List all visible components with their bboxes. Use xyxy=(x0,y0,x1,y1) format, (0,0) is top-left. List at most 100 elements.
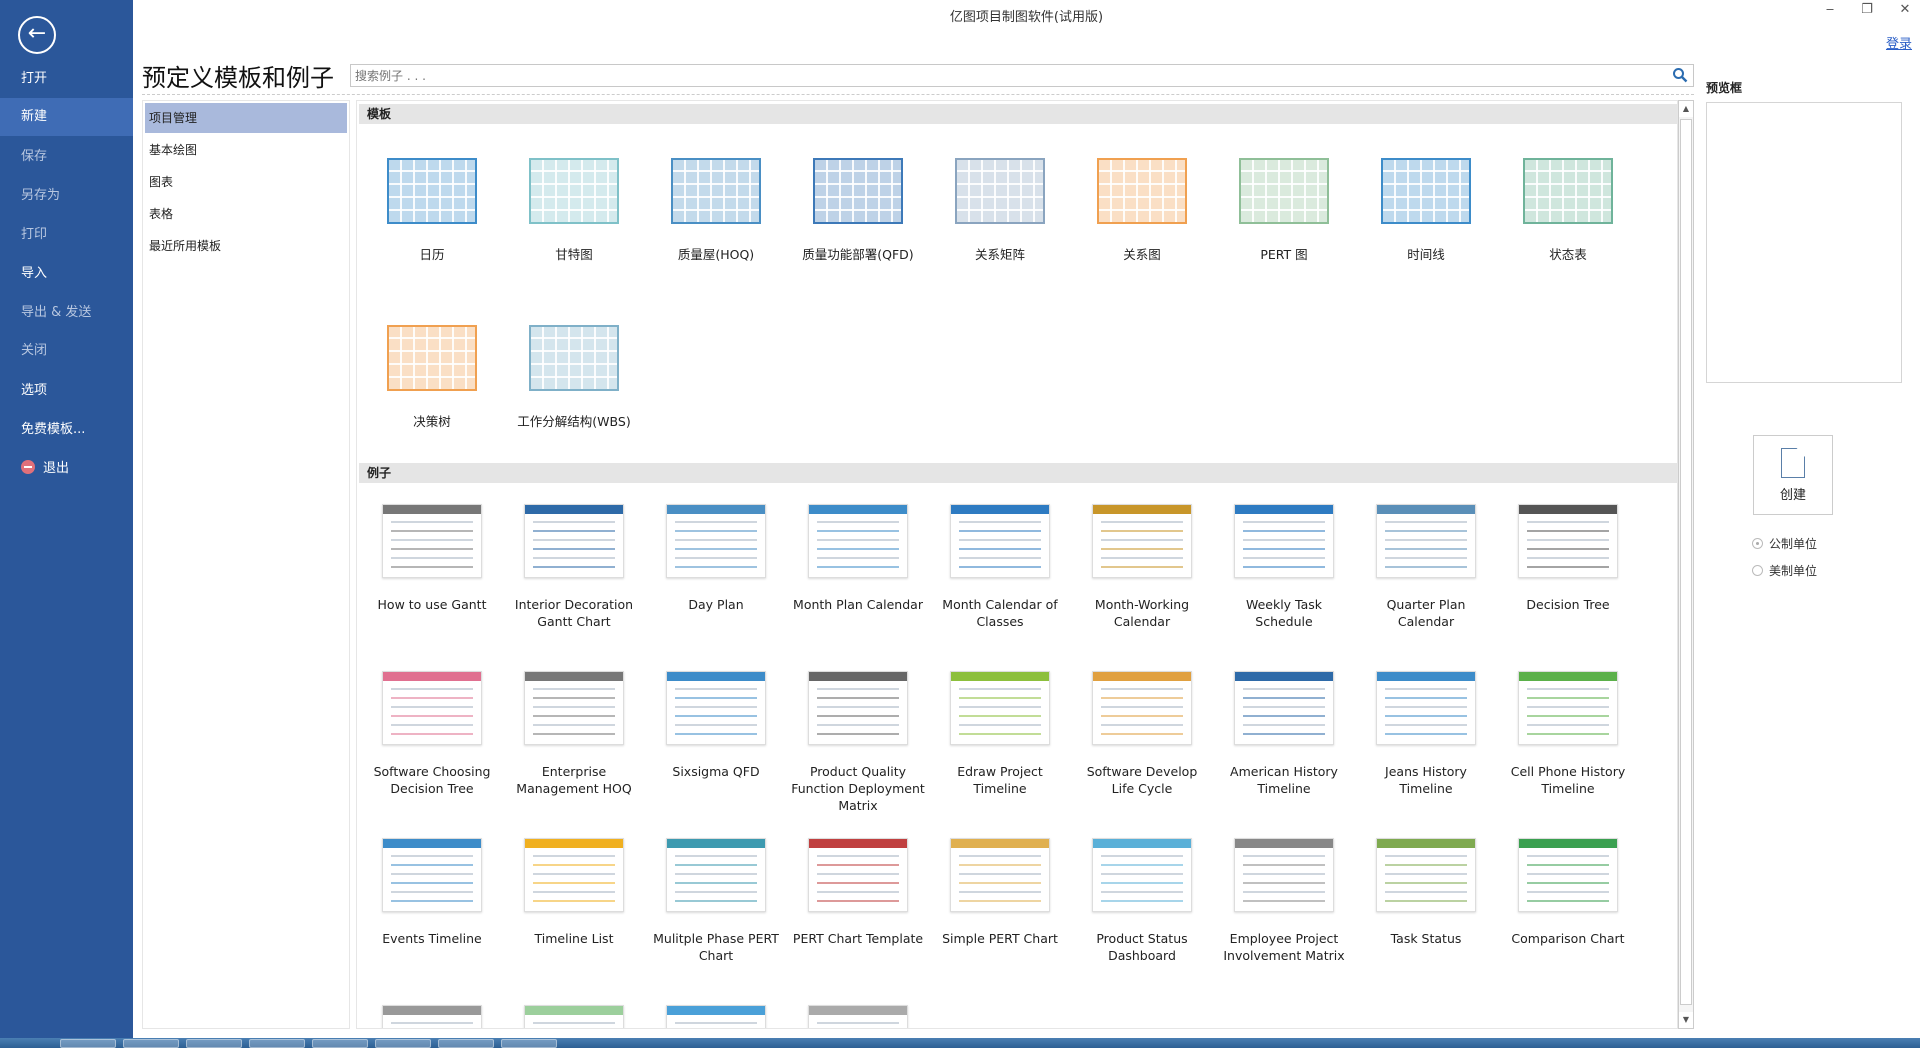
example-item[interactable] xyxy=(787,987,929,1028)
thumbnail-header xyxy=(1235,672,1333,681)
example-item[interactable]: Comparison Chart xyxy=(1497,820,1639,947)
sidebar-item[interactable]: 选项 xyxy=(0,372,133,410)
scrollbar-thumb[interactable] xyxy=(1680,119,1692,1005)
close-button[interactable]: ✕ xyxy=(1899,2,1911,17)
example-item[interactable]: Product Status Dashboard xyxy=(1071,820,1213,964)
category-item[interactable]: 最近所用模板 xyxy=(149,239,222,253)
thumbnail-line xyxy=(391,688,473,690)
example-item[interactable]: Product Quality Function Deployment Matr… xyxy=(787,653,929,814)
category-item[interactable]: 表格 xyxy=(149,207,174,221)
example-item[interactable]: Weekly Task Schedule xyxy=(1213,486,1355,630)
example-item[interactable]: Events Timeline xyxy=(361,820,503,947)
thumbnail-line xyxy=(1527,900,1609,902)
template-item[interactable]: 决策树 xyxy=(361,303,503,430)
radio-us-units[interactable]: 美制单位 xyxy=(1752,562,1817,579)
template-item[interactable]: 甘特图 xyxy=(503,136,645,263)
template-item[interactable]: PERT 图 xyxy=(1213,136,1355,263)
thumbnail-image xyxy=(1518,838,1618,912)
template-item[interactable]: 工作分解结构(WBS) xyxy=(503,303,645,430)
login-link[interactable]: 登录 xyxy=(1885,37,1912,52)
scroll-up-icon[interactable]: ▲ xyxy=(1679,101,1693,117)
sidebar-item[interactable]: 退出 xyxy=(0,450,133,488)
thumbnail-image xyxy=(1376,671,1476,745)
example-item[interactable]: Simple PERT Chart xyxy=(929,820,1071,947)
thumbnail-image xyxy=(950,838,1050,912)
minimize-button[interactable]: ‒ xyxy=(1825,2,1835,17)
category-item[interactable]: 项目管理 xyxy=(145,103,347,133)
template-item[interactable]: 日历 xyxy=(361,136,503,263)
thumbnail-line xyxy=(1527,706,1609,708)
example-item[interactable]: Edraw Project Timeline xyxy=(929,653,1071,797)
sidebar-item[interactable]: 导入 xyxy=(0,255,133,293)
example-item[interactable]: Software Develop Life Cycle xyxy=(1071,653,1213,797)
category-list: 项目管理基本绘图图表表格最近所用模板 xyxy=(142,100,350,1029)
taskbar-app-button[interactable] xyxy=(60,1039,116,1048)
category-item[interactable]: 图表 xyxy=(149,175,174,189)
taskbar-app-button[interactable] xyxy=(375,1039,431,1048)
sidebar-item[interactable]: 另存为 xyxy=(0,177,133,215)
sidebar-item[interactable]: 免费模板... xyxy=(0,411,133,449)
example-item[interactable]: Decision Tree xyxy=(1497,486,1639,613)
template-item[interactable]: 时间线 xyxy=(1355,136,1497,263)
example-item[interactable]: Timeline List xyxy=(503,820,645,947)
example-item[interactable] xyxy=(645,987,787,1028)
template-item[interactable]: 状态表 xyxy=(1497,136,1639,263)
thumbnail-header xyxy=(383,672,481,681)
back-button[interactable]: ← xyxy=(18,16,56,54)
taskbar-app-button[interactable] xyxy=(249,1039,305,1048)
thumbnail-wrapper xyxy=(645,820,787,930)
sidebar-item[interactable]: 关闭 xyxy=(0,332,133,370)
example-item[interactable] xyxy=(503,987,645,1028)
example-item[interactable]: Day Plan xyxy=(645,486,787,613)
example-item[interactable] xyxy=(361,987,503,1028)
taskbar-app-button[interactable] xyxy=(312,1039,368,1048)
example-item[interactable]: Sixsigma QFD xyxy=(645,653,787,780)
item-label: 状态表 xyxy=(1549,247,1587,262)
sidebar-item[interactable]: 打开 xyxy=(0,60,133,98)
example-item[interactable]: Month-Working Calendar xyxy=(1071,486,1213,630)
taskbar-app-button[interactable] xyxy=(501,1039,557,1048)
sidebar-item[interactable]: 打印 xyxy=(0,216,133,254)
example-item[interactable]: Software Choosing Decision Tree xyxy=(361,653,503,797)
search-input[interactable] xyxy=(350,64,1694,87)
scroll-down-icon[interactable]: ▼ xyxy=(1679,1012,1693,1028)
thumbnail-line xyxy=(391,697,473,699)
thumbnail-line xyxy=(959,566,1041,568)
restore-button[interactable]: ❐ xyxy=(1861,2,1873,17)
taskbar-app-button[interactable] xyxy=(186,1039,242,1048)
example-item[interactable]: Quarter Plan Calendar xyxy=(1355,486,1497,630)
example-item[interactable]: PERT Chart Template xyxy=(787,820,929,947)
sidebar: ← 打开 新建 保存 另存为 打印 导入 导出 & 发送 关闭 选项 免费模板... 退出 xyxy=(0,0,133,1038)
example-item[interactable]: Task Status xyxy=(1355,820,1497,947)
template-item[interactable]: 质量屋(HOQ) xyxy=(645,136,787,263)
sidebar-item[interactable]: 保存 xyxy=(0,138,133,176)
example-item[interactable]: American History Timeline xyxy=(1213,653,1355,797)
example-item[interactable]: Cell Phone History Timeline xyxy=(1497,653,1639,797)
radio-metric-units[interactable]: 公制单位 xyxy=(1752,535,1817,552)
thumbnail-line xyxy=(817,724,899,726)
taskbar-app-button[interactable] xyxy=(123,1039,179,1048)
thumbnail-header xyxy=(525,1006,623,1015)
example-item[interactable]: Month Plan Calendar xyxy=(787,486,929,613)
category-item[interactable]: 基本绘图 xyxy=(149,143,198,157)
vertical-scrollbar[interactable]: ▲ ▼ xyxy=(1678,100,1694,1029)
create-button[interactable]: 创建 xyxy=(1753,435,1833,515)
thumbnail-line xyxy=(1101,548,1183,550)
taskbar-app-button[interactable] xyxy=(438,1039,494,1048)
sidebar-item[interactable]: 新建 xyxy=(0,98,133,136)
thumbnail-wrapper xyxy=(787,486,929,596)
example-item[interactable]: Interior Decoration Gantt Chart xyxy=(503,486,645,630)
example-item[interactable]: Jeans History Timeline xyxy=(1355,653,1497,797)
sidebar-item[interactable]: 导出 & 发送 xyxy=(0,294,133,332)
example-item[interactable]: Enterprise Management HOQ xyxy=(503,653,645,797)
example-item[interactable]: Month Calendar of Classes xyxy=(929,486,1071,630)
template-item[interactable]: 关系矩阵 xyxy=(929,136,1071,263)
example-item[interactable]: How to use Gantt xyxy=(361,486,503,613)
search-icon[interactable] xyxy=(1672,67,1688,83)
template-item[interactable]: 质量功能部署(QFD) xyxy=(787,136,929,263)
example-item[interactable]: Employee Project Involvement Matrix xyxy=(1213,820,1355,964)
thumbnail-image xyxy=(382,838,482,912)
template-item[interactable]: 关系图 xyxy=(1071,136,1213,263)
thumbnail-line xyxy=(817,864,899,866)
example-item[interactable]: Mulitple Phase PERT Chart xyxy=(645,820,787,964)
